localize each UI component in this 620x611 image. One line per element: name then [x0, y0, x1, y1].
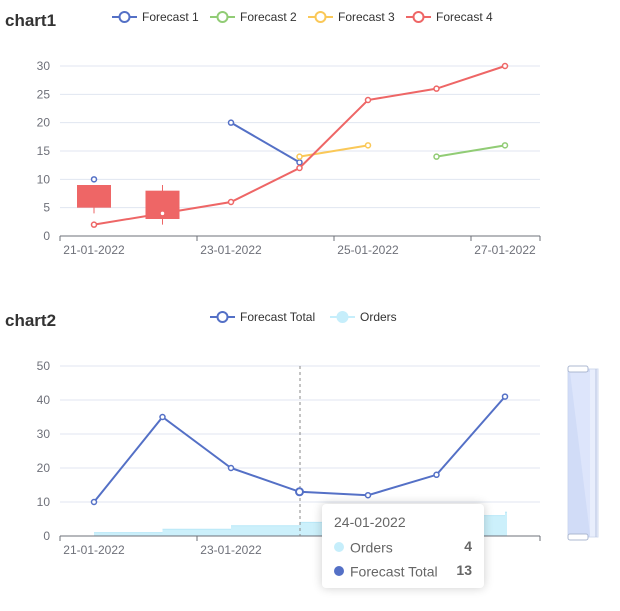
candle-body[interactable]	[77, 185, 111, 208]
orders-step-bar[interactable]	[162, 529, 232, 536]
data-point[interactable]	[159, 413, 166, 421]
legend-label: Forecast 2	[240, 10, 297, 24]
legend-label: Orders	[360, 310, 397, 324]
data-point[interactable]	[90, 176, 98, 183]
legend-item-forecast-1[interactable]: Forecast 1	[112, 10, 199, 24]
series-line[interactable]	[436, 144, 506, 158]
tooltip-forecast-total-value: 13	[456, 562, 472, 578]
y-tick-label: 15	[37, 144, 51, 158]
data-point[interactable]	[227, 464, 235, 472]
y-tick-label: 0	[43, 229, 50, 243]
chart2-legend[interactable]: Forecast Total Orders	[210, 310, 397, 324]
data-point[interactable]	[159, 210, 166, 217]
orders-step-bar[interactable]	[94, 532, 163, 536]
y-tick-label: 25	[37, 87, 51, 101]
y-tick-label: 30	[37, 427, 51, 441]
data-point[interactable]	[501, 142, 509, 149]
chart1-y-axis: 0 5 10 15 20 25 30	[37, 59, 51, 243]
legend-label: Forecast Total	[240, 310, 315, 324]
y-tick-label: 30	[37, 59, 51, 73]
chart1-legend[interactable]: Forecast 1 Forecast 2 Forecast 3 Forecast 4	[112, 10, 493, 24]
x-tick-label: 23-01-2022	[200, 243, 262, 257]
legend-circle-icon	[216, 311, 229, 323]
data-point[interactable]	[90, 498, 98, 506]
hovered-data-point[interactable]	[295, 487, 304, 497]
x-tick-label: 27-01-2022	[474, 243, 536, 257]
tooltip-orders-value: 4	[464, 538, 472, 554]
legend-circle-icon	[118, 11, 131, 23]
chart1-x-axis: 21-01-2022 23-01-2022 25-01-2022 27-01-2022	[59, 235, 541, 257]
tooltip-row-forecast-total: Forecast Total 13	[334, 562, 472, 582]
y-tick-label: 10	[37, 495, 51, 509]
chart1-gridlines	[60, 65, 540, 209]
data-point[interactable]	[364, 142, 372, 149]
legend-circle-icon	[336, 311, 349, 323]
y-tick-label: 20	[37, 116, 51, 130]
legend-item-forecast-total[interactable]: Forecast Total	[210, 310, 315, 324]
legend-item-forecast-3[interactable]: Forecast 3	[308, 10, 395, 24]
data-zoom-handle-top[interactable]	[567, 365, 589, 373]
tooltip-orders-dot-icon	[334, 542, 344, 553]
data-point[interactable]	[296, 153, 303, 160]
data-point[interactable]	[296, 159, 303, 166]
legend-label: Forecast 1	[142, 10, 199, 24]
y-tick-label: 50	[37, 359, 51, 373]
series-forecast-4[interactable]	[90, 62, 509, 228]
data-point[interactable]	[227, 198, 235, 206]
data-point[interactable]	[364, 491, 372, 499]
legend-circle-icon	[412, 11, 425, 23]
chart2-tooltip: 24-01-2022 Orders 4 Forecast Total 13	[322, 504, 484, 588]
chart2-title: chart2	[5, 311, 56, 330]
legend-circle-icon	[216, 11, 229, 23]
legend-circle-icon	[314, 11, 327, 23]
data-point[interactable]	[227, 119, 235, 126]
tooltip-orders-name: Orders	[350, 539, 393, 556]
data-zoom-handle-bottom[interactable]	[567, 533, 589, 541]
y-tick-label: 20	[37, 461, 51, 475]
tooltip-row-orders: Orders 4	[334, 538, 472, 558]
legend-item-forecast-2[interactable]: Forecast 2	[210, 10, 297, 24]
y-tick-label: 40	[37, 393, 51, 407]
x-tick-label: 23-01-2022	[200, 543, 262, 557]
series-line[interactable]	[299, 144, 369, 158]
tooltip-forecast-total-dot-icon	[334, 566, 344, 577]
data-zoom-preview	[570, 372, 590, 534]
data-point[interactable]	[90, 221, 98, 228]
y-tick-label: 5	[43, 201, 50, 215]
y-tick-label: 0	[43, 529, 50, 543]
series-line[interactable]	[230, 121, 301, 164]
legend-label: Forecast 3	[338, 10, 395, 24]
data-point[interactable]	[433, 153, 440, 160]
data-point[interactable]	[501, 393, 509, 400]
chart2-y-axis: 0 10 20 30 40 50	[37, 359, 51, 543]
series-forecast-2[interactable]	[433, 142, 509, 160]
data-point[interactable]	[433, 85, 440, 92]
legend-label: Forecast 4	[436, 10, 493, 24]
candlestick-21-01-2022[interactable]	[77, 185, 111, 214]
series-forecast-1[interactable]	[90, 119, 303, 183]
x-tick-label: 21-01-2022	[63, 243, 125, 257]
candlestick-22-01-2022[interactable]	[145, 185, 180, 225]
chart1-series[interactable]	[90, 62, 509, 228]
data-point[interactable]	[433, 471, 440, 479]
x-tick-label: 25-01-2022	[337, 243, 399, 257]
orders-step-bar[interactable]	[231, 525, 300, 536]
x-tick-label: 21-01-2022	[63, 543, 125, 557]
y-tick-label: 10	[37, 172, 51, 186]
tooltip-forecast-total-name: Forecast Total	[350, 563, 438, 580]
chart1-title: chart1	[5, 11, 56, 30]
series-forecast-3[interactable]	[296, 142, 372, 160]
orders-step-bar[interactable]	[505, 512, 507, 536]
data-point[interactable]	[296, 164, 303, 172]
legend-item-orders[interactable]: Orders	[330, 310, 397, 324]
legend-item-forecast-4[interactable]: Forecast 4	[406, 10, 493, 24]
data-zoom-slider[interactable]	[567, 365, 599, 541]
chart2-series[interactable]	[90, 393, 509, 506]
tooltip-title: 24-01-2022	[334, 514, 406, 530]
data-point[interactable]	[501, 62, 509, 70]
data-point[interactable]	[364, 96, 372, 104]
